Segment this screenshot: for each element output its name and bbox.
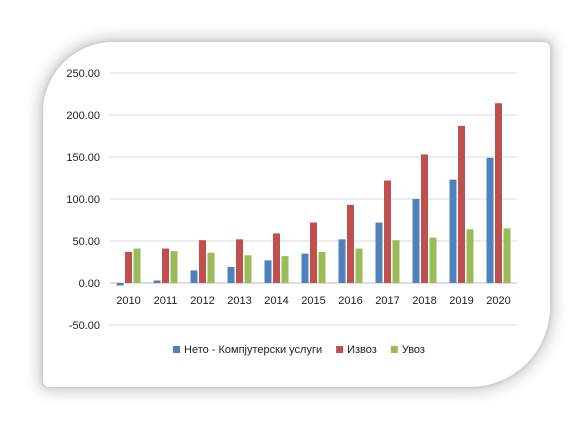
- bar: [281, 256, 289, 283]
- bar: [227, 267, 235, 283]
- bar: [392, 240, 400, 283]
- bar: [429, 237, 437, 283]
- y-axis-tick-labels: -50.00 0.00 50.00 100.00 150.00 200.00 250.00: [66, 68, 100, 332]
- bar: [207, 252, 215, 283]
- bar: [384, 180, 391, 283]
- bar: [486, 157, 494, 283]
- legend-swatch: [336, 346, 344, 353]
- bar: [347, 204, 354, 283]
- bar: [153, 280, 161, 283]
- bar: [162, 248, 169, 283]
- bar: [466, 229, 474, 283]
- x-tick-label: 2012: [190, 295, 214, 307]
- chart-card: [43, 42, 550, 387]
- legend: Нето - Компјутерски услуги Извоз Увоз: [173, 344, 425, 356]
- bar: [458, 125, 465, 283]
- bar: [421, 154, 428, 283]
- bar: [310, 222, 317, 283]
- x-tick-label: 2010: [116, 295, 140, 307]
- bar: [301, 253, 309, 283]
- bars: [116, 103, 511, 286]
- bar: [125, 251, 132, 283]
- bar: [244, 255, 252, 283]
- bar: [375, 222, 383, 283]
- bar: [190, 270, 198, 283]
- x-tick-label: 2017: [375, 295, 399, 307]
- legend-label: Извоз: [347, 344, 377, 356]
- bar: [449, 179, 457, 283]
- bar: [318, 251, 326, 283]
- bar: [199, 240, 206, 283]
- x-tick-label: 2014: [264, 295, 288, 307]
- x-tick-label: 2019: [449, 295, 473, 307]
- legend-label: Нето - Компјутерски услуги: [184, 344, 322, 356]
- bar: [412, 199, 420, 283]
- x-tick-label: 2018: [412, 295, 436, 307]
- x-tick-label: 2016: [338, 295, 362, 307]
- bar: [355, 248, 363, 283]
- x-tick-label: 2020: [486, 295, 510, 307]
- y-tick-label: 150.00: [66, 152, 100, 164]
- legend-swatch: [390, 346, 398, 353]
- legend-swatch: [173, 346, 180, 353]
- x-axis-tick-labels: 2010 2011 2012 2013 2014 2015 2016 2017 2018 2019…: [116, 295, 510, 307]
- bar: [495, 103, 502, 284]
- legend-label: Увоз: [402, 344, 425, 356]
- bar: [273, 233, 280, 283]
- y-tick-label: 200.00: [66, 110, 100, 122]
- bar: [338, 239, 346, 283]
- y-tick-label: 0.00: [79, 278, 100, 290]
- bar: [236, 239, 243, 283]
- bar: [503, 228, 511, 283]
- y-tick-label: 250.00: [66, 68, 100, 80]
- x-tick-label: 2011: [154, 295, 178, 307]
- bar: [133, 248, 141, 283]
- y-tick-label: 100.00: [66, 194, 100, 206]
- bar: [116, 283, 124, 286]
- bar: [264, 260, 272, 283]
- x-tick-label: 2013: [227, 295, 251, 307]
- bar: [170, 251, 178, 283]
- y-tick-label: 50.00: [72, 236, 100, 248]
- x-tick-label: 2015: [301, 295, 325, 307]
- y-tick-label: -50.00: [69, 320, 100, 332]
